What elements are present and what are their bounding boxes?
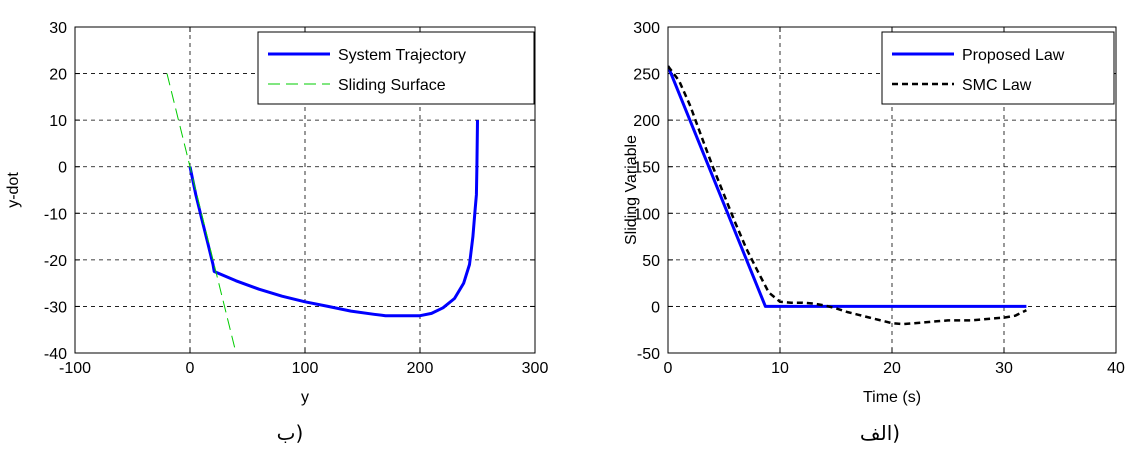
y-tick-label: -30 bbox=[44, 299, 67, 316]
y-tick-label: -20 bbox=[44, 253, 67, 270]
chart-panel-phase-plane: -100 0 100 200 300-40-30-20-100102030System … bbox=[5, 20, 548, 445]
x-axis-label: Time (s) bbox=[863, 389, 921, 406]
series-line-smc-law bbox=[668, 65, 1027, 326]
series-line-system-trajectory bbox=[188, 120, 479, 318]
legend-box bbox=[257, 31, 535, 105]
y-tick-label: -40 bbox=[44, 346, 67, 363]
y-axis-label: Sliding Variable bbox=[623, 135, 640, 245]
series-line-sliding-surface bbox=[166, 73, 237, 353]
legend: System Trajectory Sliding Surface bbox=[257, 31, 535, 105]
y-axis-label: y-dot bbox=[5, 172, 22, 208]
x-tick-label: 30 bbox=[995, 360, 1013, 377]
y-tick-label: 50 bbox=[642, 253, 660, 270]
x-tick-label: 200 bbox=[407, 360, 434, 377]
x-tick-label: 300 bbox=[522, 360, 549, 377]
y-tick-label: 250 bbox=[633, 67, 660, 84]
legend-label: Sliding Surface bbox=[338, 77, 446, 94]
series-line-proposed-law bbox=[668, 65, 1027, 308]
legend: Proposed Law SMC Law bbox=[881, 31, 1115, 105]
panel-caption: (الف bbox=[860, 421, 900, 445]
y-tick-label: -10 bbox=[44, 206, 67, 223]
legend-label: System Trajectory bbox=[338, 47, 466, 64]
axes-frame bbox=[667, 26, 1117, 354]
y-tick-label: -50 bbox=[637, 346, 660, 363]
axes-frame bbox=[74, 26, 536, 354]
legend-label: SMC Law bbox=[962, 77, 1032, 94]
x-tick-label: 0 bbox=[664, 360, 673, 377]
y-tick-label: 150 bbox=[633, 160, 660, 177]
y-tick-label: 200 bbox=[633, 113, 660, 130]
x-tick-label: -100 bbox=[59, 360, 91, 377]
y-tick-label: 30 bbox=[49, 20, 67, 37]
x-axis-label: y bbox=[301, 389, 309, 406]
y-tick-label: 20 bbox=[49, 67, 67, 84]
legend-box bbox=[881, 31, 1115, 105]
y-tick-label: 300 bbox=[633, 20, 660, 37]
panel-caption: (ب bbox=[277, 421, 304, 445]
y-tick-label: 10 bbox=[49, 113, 67, 130]
x-tick-label: 100 bbox=[292, 360, 319, 377]
x-tick-label: 20 bbox=[883, 360, 901, 377]
x-tick-label: 10 bbox=[771, 360, 789, 377]
y-tick-label: 0 bbox=[58, 160, 67, 177]
legend-label: Proposed Law bbox=[962, 47, 1065, 64]
y-tick-label: 0 bbox=[651, 299, 660, 316]
x-tick-label: 0 bbox=[186, 360, 195, 377]
y-tick-label: 100 bbox=[633, 206, 660, 223]
x-tick-label: 40 bbox=[1107, 360, 1125, 377]
